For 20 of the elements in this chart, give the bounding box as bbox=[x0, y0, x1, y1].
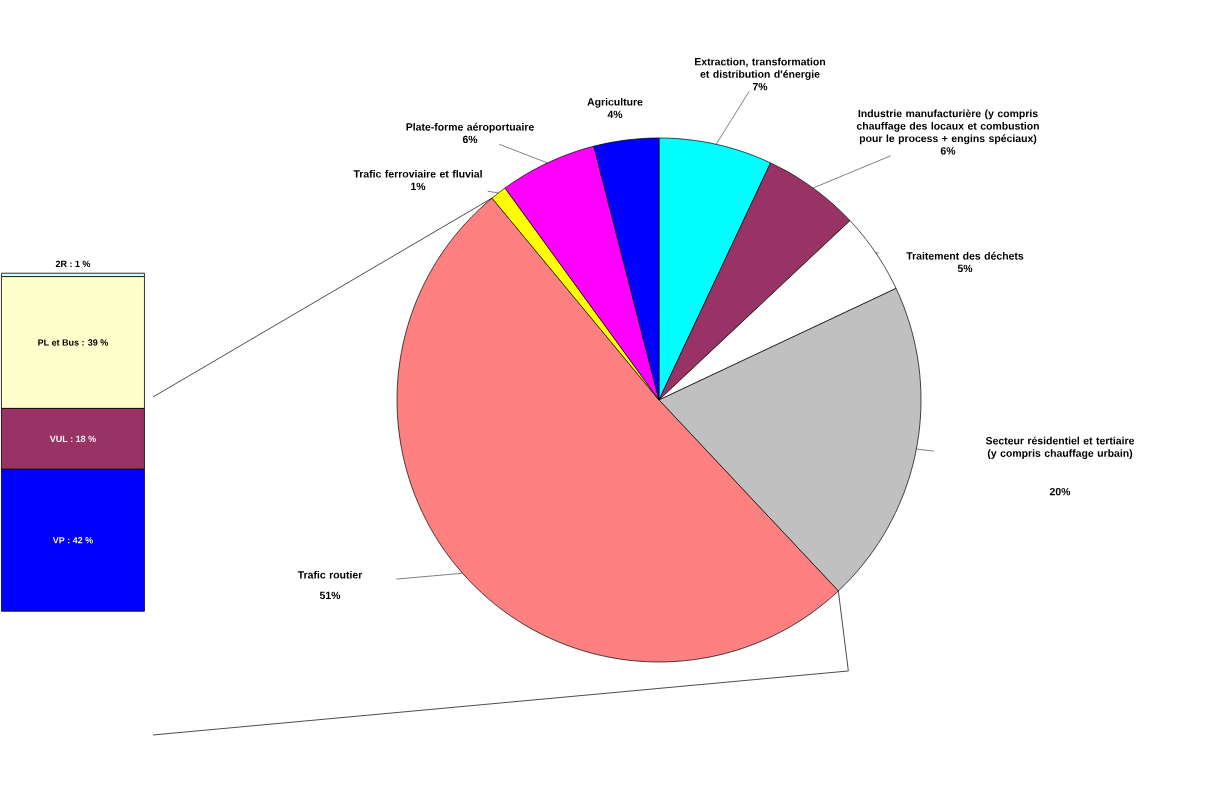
slice-label: Plate-forme aéroportuaire bbox=[406, 122, 534, 133]
data-label: 1% bbox=[411, 182, 426, 191]
slice-label: Industrie manufacturière (y compris chauffage des locaux et combustion pour le process + engins spéciaux) bbox=[856, 109, 1039, 145]
data-label: 5% bbox=[957, 264, 973, 273]
data-label: 51% bbox=[319, 591, 341, 600]
data-label: VP : 42 % bbox=[52, 537, 93, 544]
data-label: 7% bbox=[752, 82, 768, 91]
data-label: 20% bbox=[1049, 487, 1071, 496]
data-label: 4% bbox=[607, 110, 623, 119]
data-label: 6% bbox=[462, 135, 478, 144]
slice-label: Secteur résidentiel et tertiaire (y compris chauffage urbain) bbox=[985, 436, 1135, 459]
slice-label: Trafic routier bbox=[297, 570, 363, 579]
data-label: VUL : 18 % bbox=[49, 435, 96, 443]
data-label: 2R : 1 % bbox=[55, 260, 91, 268]
data-label: PL et Bus : 39 % bbox=[38, 339, 108, 346]
slice-label: Agriculture bbox=[587, 97, 643, 108]
slice-label: Traitement des déchets bbox=[906, 251, 1024, 260]
slice-label: Trafic ferroviaire et fluvial bbox=[353, 169, 482, 178]
data-label: 6% bbox=[940, 147, 956, 155]
slice-label: Extraction, transformation et distribution d'énergie bbox=[695, 57, 826, 80]
